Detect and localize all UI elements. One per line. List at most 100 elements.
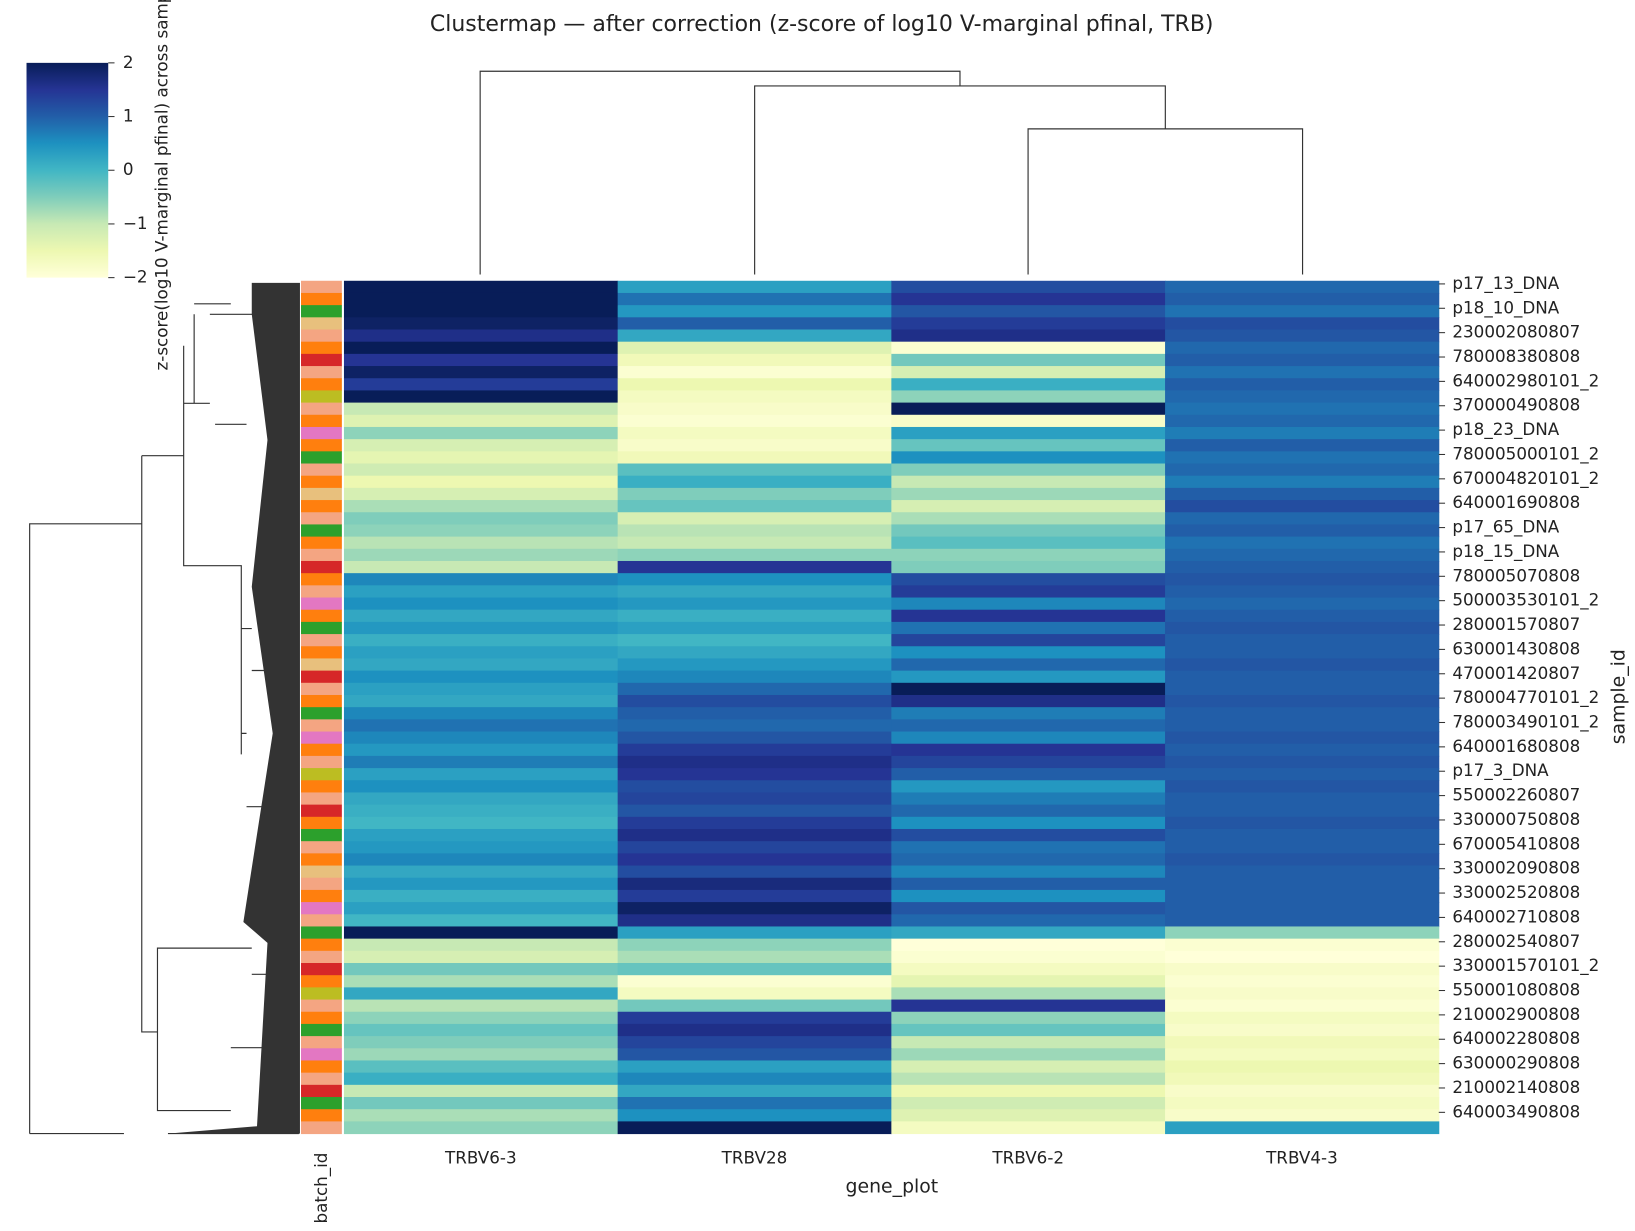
y-tick-label: 640001680808 <box>1452 736 1580 756</box>
heatmap-cell <box>891 573 1166 586</box>
x-tick-label: TRBV6-3 <box>444 1148 517 1168</box>
batch-color <box>301 500 342 513</box>
batch-color <box>301 609 342 623</box>
y-tick-label: 780004770101_2 <box>1452 687 1599 708</box>
y-axis-label: sample_id <box>1608 649 1629 744</box>
batch-color <box>301 1060 342 1074</box>
heatmap-cell <box>343 731 619 745</box>
heatmap-cell <box>891 414 1166 428</box>
heatmap-cell <box>1165 353 1440 367</box>
heatmap-cell <box>343 938 619 952</box>
heatmap-cell <box>891 536 1166 550</box>
y-tick-label: 280002540807 <box>1452 931 1580 951</box>
heatmap-cell <box>1165 731 1440 745</box>
y-tick-label: 630000290808 <box>1452 1053 1580 1073</box>
heatmap-cell <box>1165 780 1440 793</box>
y-tick-label: 780005070808 <box>1452 565 1580 585</box>
heatmap-cell <box>891 512 1166 525</box>
heatmap-cell <box>1165 950 1440 964</box>
heatmap-cell <box>617 780 892 793</box>
y-tick-label: p17_13_DNA <box>1452 273 1559 294</box>
batch-color <box>301 707 342 720</box>
y-tick-label: 670005410808 <box>1452 833 1580 853</box>
batch-label: batch_id <box>311 1153 332 1224</box>
heatmap-cell <box>1165 317 1440 331</box>
heatmap-cell <box>1165 853 1440 867</box>
chart-title: Clustermap — after correction (z-score o… <box>430 12 1214 37</box>
y-tick-label: 780008380808 <box>1452 346 1580 366</box>
heatmap-cell <box>617 548 892 562</box>
heatmap-cell <box>1165 670 1440 684</box>
heatmap-cell <box>617 1072 892 1086</box>
heatmap-cell <box>343 487 619 501</box>
heatmap-cell <box>1165 841 1440 854</box>
heatmap-cell <box>1165 682 1440 696</box>
heatmap-cell <box>617 475 892 489</box>
heatmap-cell <box>617 353 892 367</box>
batch-color <box>301 999 342 1013</box>
heatmap-cell <box>891 353 1166 367</box>
batch-color <box>301 280 342 294</box>
heatmap-cell <box>1165 755 1440 769</box>
y-tick-label: 780005000101_2 <box>1452 443 1599 464</box>
y-tick-label: 670004820101_2 <box>1452 468 1599 489</box>
x-tick-label: TRBV28 <box>721 1148 788 1168</box>
colorbar-tick-label: 0 <box>123 159 134 179</box>
row-dendrogram <box>29 303 299 1135</box>
colorbar-tick-label: −2 <box>123 267 148 287</box>
batch-color <box>301 950 342 964</box>
heatmap-cell <box>891 1109 1166 1122</box>
heatmap-cell <box>891 634 1166 647</box>
batch-color <box>301 841 342 854</box>
batch-color <box>301 341 342 355</box>
heatmap-cell <box>1165 1023 1440 1037</box>
heatmap-cell <box>1165 902 1440 915</box>
heatmap-cell <box>343 719 619 733</box>
heatmap-cell <box>617 1048 892 1061</box>
heatmap-cell <box>343 1109 619 1122</box>
heatmap-cell <box>891 426 1166 440</box>
heatmap-cell <box>891 707 1166 720</box>
heatmap-cell <box>1165 694 1440 708</box>
batch-color <box>301 426 342 440</box>
heatmap-cell <box>1165 1084 1440 1098</box>
heatmap-cell <box>617 816 892 830</box>
heatmap-cell <box>891 390 1166 404</box>
batch-color <box>301 1072 342 1086</box>
heatmap-cell <box>343 1121 619 1135</box>
heatmap-cell <box>891 646 1166 659</box>
batch-color <box>301 536 342 550</box>
heatmap-cell <box>1165 1121 1440 1135</box>
heatmap-cell <box>891 731 1166 745</box>
heatmap-cell <box>1165 1011 1440 1025</box>
heatmap-cell <box>617 853 892 867</box>
heatmap-cell <box>617 390 892 404</box>
heatmap-cell <box>891 841 1166 854</box>
batch-color <box>301 573 342 586</box>
batch-color <box>301 804 342 818</box>
heatmap-cell <box>891 1023 1166 1037</box>
batch-color <box>301 1036 342 1049</box>
heatmap-cell <box>617 731 892 745</box>
heatmap-cell <box>617 1109 892 1122</box>
colorbar-tick-label: −1 <box>123 213 148 233</box>
batch-color <box>301 1048 342 1061</box>
heatmap-cell <box>891 816 1166 830</box>
colorbar-tick-label: 1 <box>123 106 134 126</box>
y-tick-label: 640002980101_2 <box>1452 370 1599 391</box>
heatmap-cell <box>617 292 892 306</box>
heatmap-cell <box>1165 426 1440 440</box>
heatmap-cell <box>891 329 1166 343</box>
heatmap-cell <box>343 1048 619 1061</box>
heatmap-cell <box>617 743 892 757</box>
heatmap-cell <box>617 317 892 331</box>
heatmap-cell <box>891 1121 1166 1135</box>
heatmap-cell <box>891 902 1166 915</box>
heatmap-cell <box>617 889 892 903</box>
batch-color <box>301 439 342 452</box>
heatmap-cell <box>617 755 892 769</box>
heatmap-cell <box>617 670 892 684</box>
heatmap-cell <box>891 755 1166 769</box>
heatmap-cell <box>1165 816 1440 830</box>
heatmap-cell <box>891 597 1166 611</box>
